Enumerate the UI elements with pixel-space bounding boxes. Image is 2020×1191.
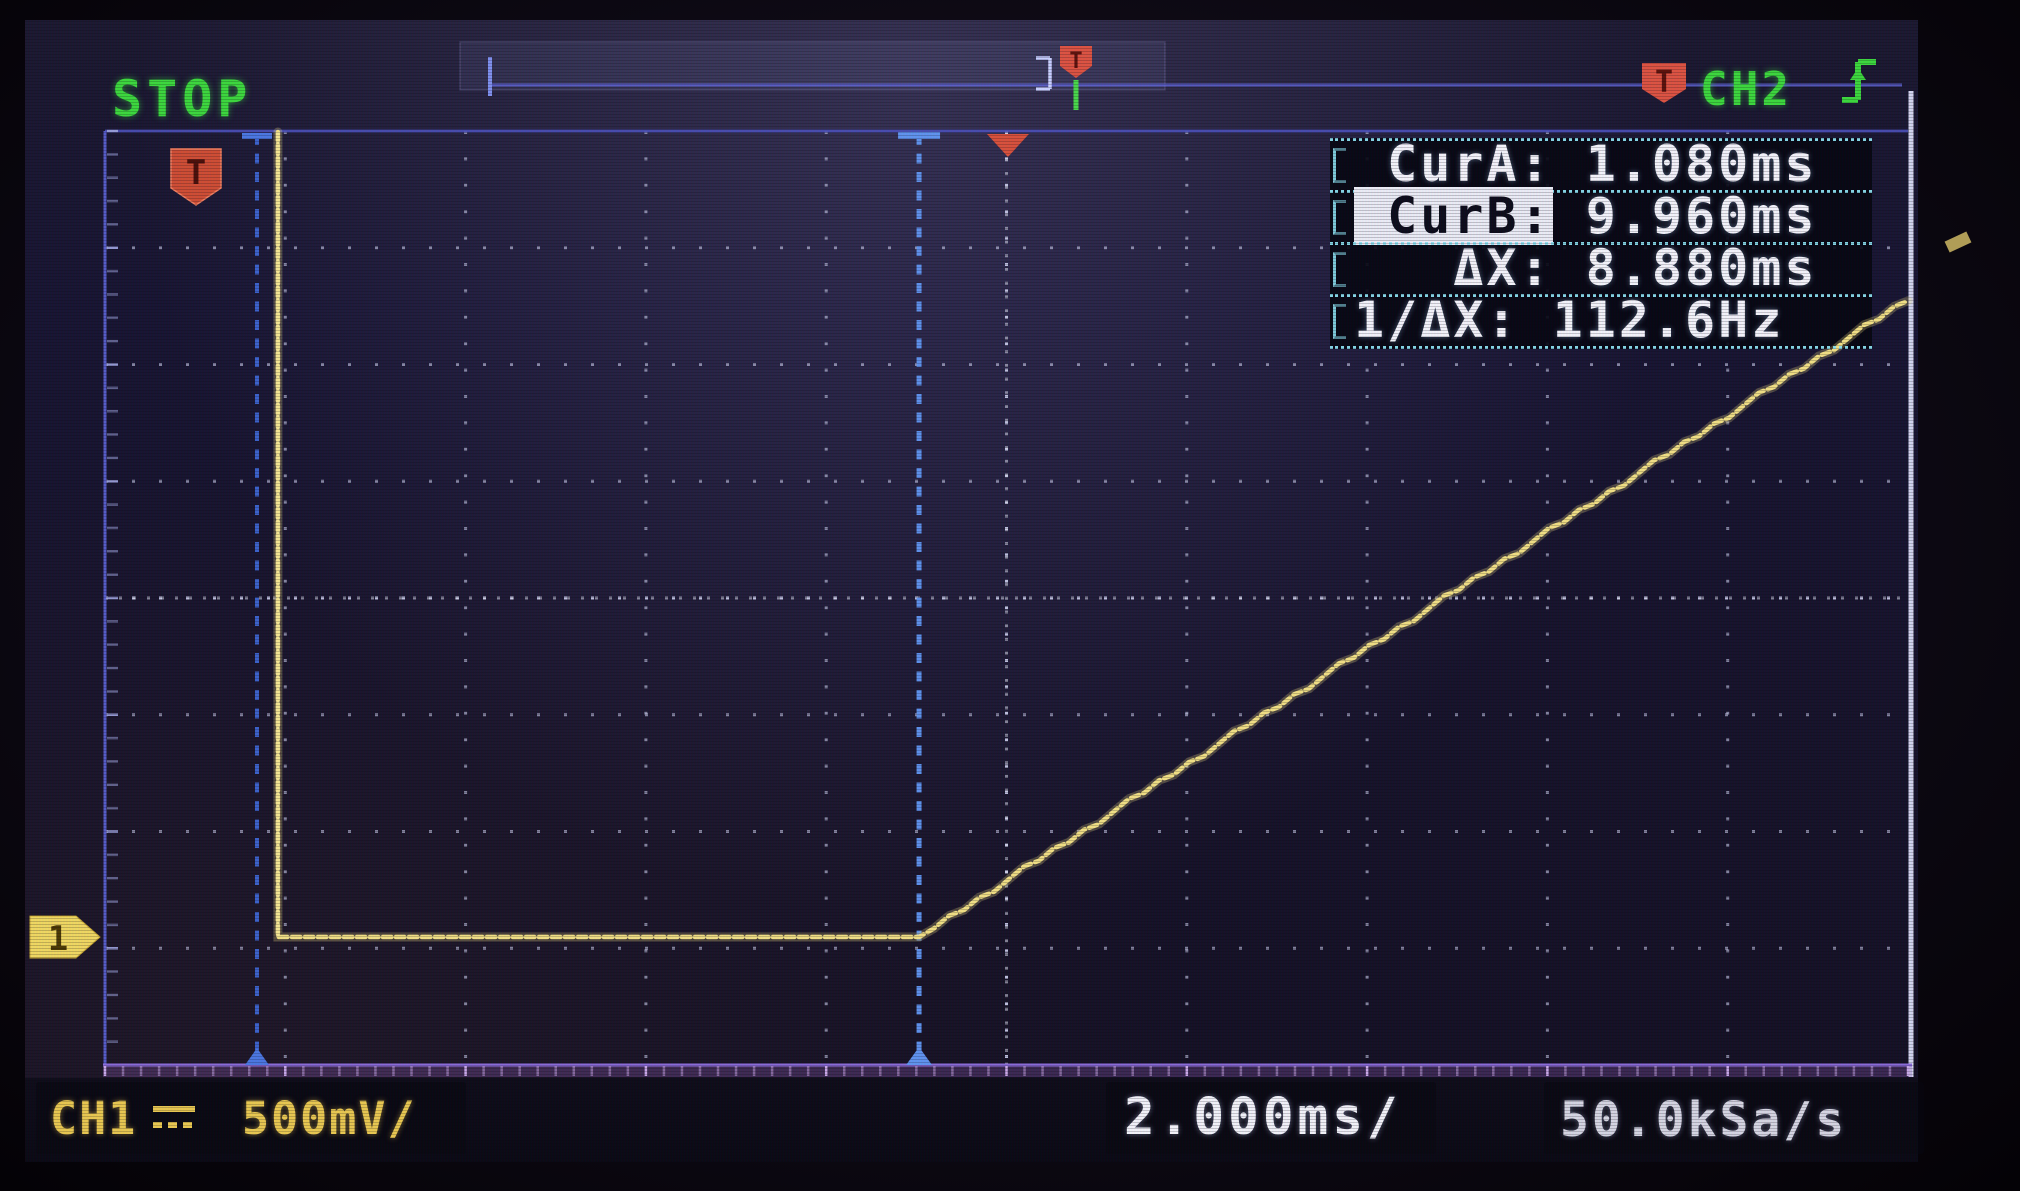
measurement-row-cura: CurA: 1.080ms: [1330, 138, 1872, 190]
delay-trigger-flag-icon: T: [1060, 46, 1092, 110]
cursor-b-line: [898, 132, 941, 1065]
measurement-label: CurA:: [1354, 135, 1553, 193]
trigger-flag-icon: T: [1642, 63, 1686, 103]
acquisition-status: STOP: [112, 70, 253, 128]
measurement-label: 1/ΔX:: [1354, 291, 1520, 349]
graticule: [103, 91, 1914, 1077]
trigger-position-icon: [986, 134, 1029, 157]
measurement-row-deltax: ΔX: 8.880ms: [1330, 242, 1872, 294]
samplerate-readout-box: [1544, 1082, 1924, 1154]
waveform-trace-ch1: [273, 127, 1913, 942]
volts-per-div: 500mV/: [242, 1092, 417, 1145]
channel-ground-marker: 1: [29, 915, 101, 959]
measurement-row-invdeltax: 1/ΔX: 112.6Hz: [1330, 294, 1872, 349]
sample-rate: 50.0kSa/s: [1560, 1092, 1848, 1148]
channel-label: CH1: [50, 1092, 138, 1145]
timebase-readout-box: [1106, 1082, 1436, 1154]
row-bracket: [1333, 304, 1346, 339]
measurement-value: 8.880ms: [1552, 239, 1818, 297]
trigger-source-label: CH2: [1700, 62, 1793, 116]
svg-text:1: 1: [48, 919, 68, 959]
rising-edge-icon: [1842, 59, 1876, 103]
measurement-label-selected: CurB:: [1354, 187, 1553, 245]
dc-coupling-icon: [153, 1106, 195, 1128]
trigger-level-flag-icon: T: [170, 148, 222, 206]
row-bracket: [1333, 252, 1346, 287]
cursor-a-line: [241, 133, 272, 1065]
trace-reflection-artifact: [1944, 231, 1972, 253]
measurement-value: 1.080ms: [1552, 135, 1818, 193]
svg-text:T: T: [1655, 65, 1673, 100]
time-per-div: 2.000ms/: [1124, 1088, 1402, 1147]
row-bracket: [1333, 200, 1346, 235]
measurement-row-curb: CurB: 9.960ms: [1330, 187, 1872, 245]
delay-bar-right-bracket: [1036, 56, 1052, 91]
measurement-value: 112.6Hz: [1519, 291, 1785, 349]
cursor-measurement-panel: CurA: 1.080ms CurB: 9.960ms ΔX: 8.880ms …: [1330, 138, 1872, 349]
measurement-value: 9.960ms: [1552, 187, 1818, 245]
svg-text:T: T: [1069, 49, 1082, 74]
row-bracket: [1333, 148, 1346, 183]
measurement-label: ΔX:: [1354, 239, 1553, 297]
svg-text:T: T: [186, 153, 206, 193]
channel-readout-box: [36, 1082, 466, 1154]
